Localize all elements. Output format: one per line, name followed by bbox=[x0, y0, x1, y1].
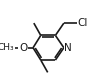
Text: Cl: Cl bbox=[78, 18, 88, 28]
Text: N: N bbox=[64, 43, 72, 53]
Text: CH₃: CH₃ bbox=[0, 43, 14, 52]
Text: O: O bbox=[19, 43, 27, 53]
